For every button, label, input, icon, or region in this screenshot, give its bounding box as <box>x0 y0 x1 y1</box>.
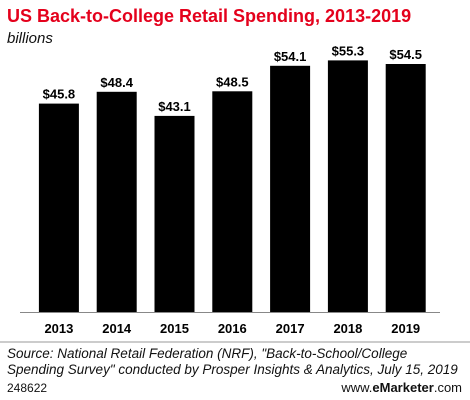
source-note: Source: National Retail Federation (NRF)… <box>7 346 458 377</box>
value-label-2015: $43.1 <box>158 99 191 114</box>
brand-name: eMarketer <box>372 380 434 395</box>
value-label-2018: $55.3 <box>332 43 365 58</box>
bars-group <box>38 60 426 313</box>
value-label-2017: $54.1 <box>274 49 307 64</box>
bar-2017 <box>270 65 311 312</box>
tick-label-2013: 2013 <box>44 321 73 336</box>
bar-2018 <box>327 60 368 313</box>
tick-label-2014: 2014 <box>102 321 132 336</box>
tick-label-2018: 2018 <box>333 321 362 336</box>
value-label-2019: $54.5 <box>389 47 422 62</box>
chart-title: US Back-to-College Retail Spending, 2013… <box>7 6 412 26</box>
value-label-2016: $48.5 <box>216 74 249 89</box>
x-tick-labels-group: 2013 2014 2015 2016 2017 2018 2019 <box>44 321 420 336</box>
bar-2016 <box>212 91 253 312</box>
bar-2014 <box>96 91 137 312</box>
value-label-2014: $48.4 <box>100 75 133 90</box>
value-labels-group: $45.8 $48.4 $43.1 $48.5 $54.1 $55.3 $54.5 <box>43 43 422 114</box>
value-label-2013: $45.8 <box>43 87 76 102</box>
tick-label-2019: 2019 <box>391 321 420 336</box>
brand-logo: www.eMarketer.com <box>341 380 462 395</box>
tick-label-2017: 2017 <box>276 321 305 336</box>
chart-id: 248622 <box>7 381 48 395</box>
tick-label-2015: 2015 <box>160 321 189 336</box>
brand-prefix: www. <box>341 380 373 395</box>
bar-2013 <box>38 103 79 312</box>
brand-suffix: .com <box>433 380 462 395</box>
bar-2015 <box>154 115 195 313</box>
chart-subtitle: billions <box>7 30 53 47</box>
tick-label-2016: 2016 <box>218 321 247 336</box>
bar-2019 <box>385 64 426 312</box>
